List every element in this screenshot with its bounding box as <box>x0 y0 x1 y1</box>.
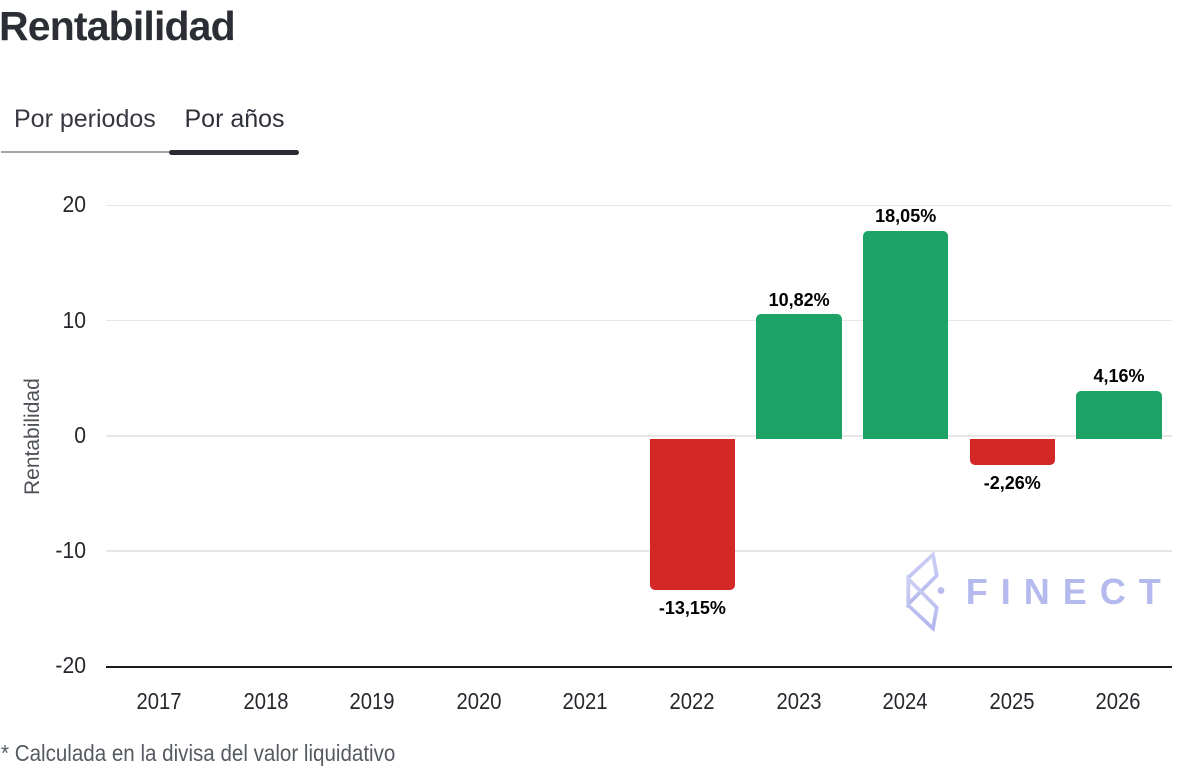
svg-text:FINECT: FINECT <box>966 571 1174 612</box>
